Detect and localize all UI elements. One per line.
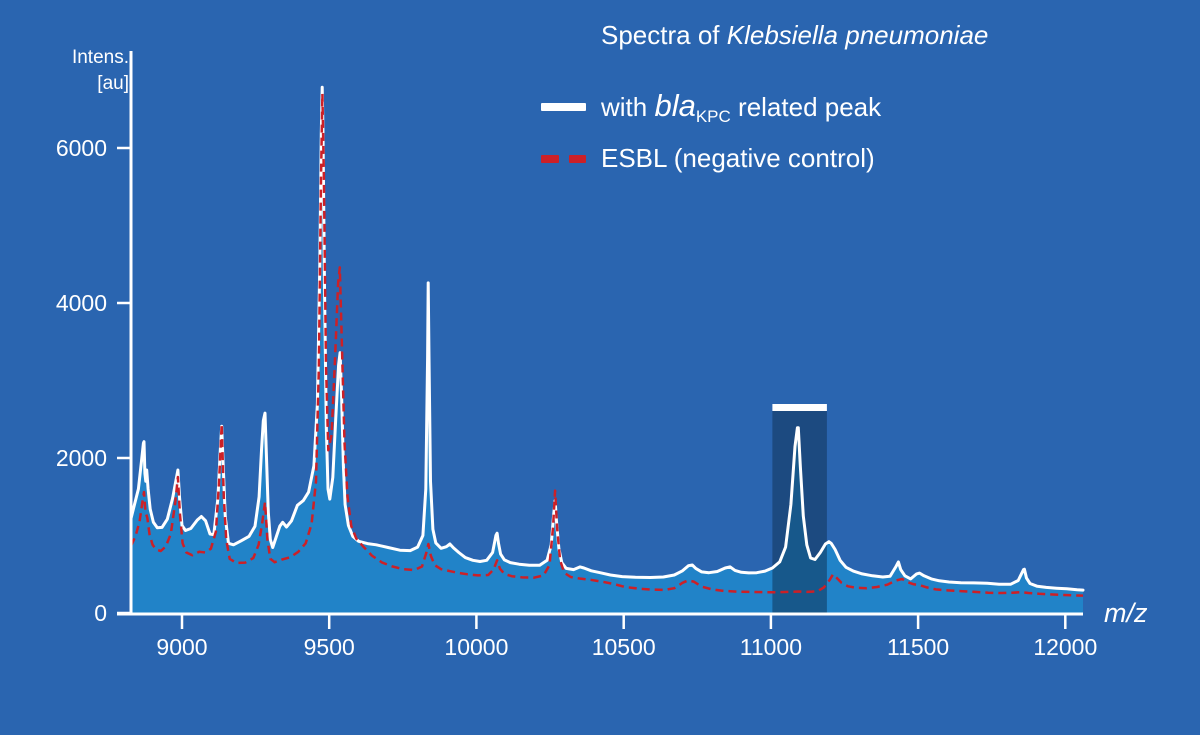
- x-tick-label-9000: 9000: [156, 634, 207, 660]
- legend-label-esbl: ESBL (negative control): [601, 143, 875, 173]
- legend-kpc-pre: with: [600, 92, 654, 122]
- y-tick-label-2000: 2000: [56, 445, 107, 471]
- x-tick-label-9500: 9500: [304, 634, 355, 660]
- x-tick-label-10000: 10000: [444, 634, 508, 660]
- legend-kpc-gene: bla: [654, 88, 695, 123]
- chart-title-prefix: Spectra of: [601, 20, 727, 50]
- legend-swatch-kpc: [541, 103, 586, 111]
- chart-title-species: Klebsiella pneumoniae: [727, 20, 989, 50]
- spectrum-fill-area: [131, 87, 1084, 613]
- legend-kpc-post: related peak: [731, 92, 882, 122]
- legend-label-kpc: with blaKPC related peak: [600, 88, 882, 126]
- y-axis-caption-line1: Intens.: [72, 47, 129, 68]
- y-axis-ticks: 0 2000 4000 6000: [56, 135, 131, 626]
- x-tick-label-11500: 11500: [887, 634, 949, 660]
- x-tick-label-11000: 11000: [740, 634, 802, 660]
- x-tick-label-10500: 10500: [592, 634, 656, 660]
- x-axis-caption: m/z: [1104, 598, 1148, 628]
- chart-title: Spectra of Klebsiella pneumoniae: [601, 20, 988, 50]
- y-tick-label-6000: 6000: [56, 135, 107, 161]
- esbl-series-line: [129, 92, 1084, 597]
- y-axis-caption-line2: [au]: [97, 73, 129, 94]
- x-tick-label-12000: 12000: [1033, 634, 1097, 660]
- legend-swatch-esbl-dash1: [541, 155, 559, 163]
- y-tick-label-4000: 4000: [56, 290, 107, 316]
- legend-kpc-subscript: KPC: [696, 107, 731, 126]
- y-tick-label-0: 0: [94, 600, 107, 626]
- legend: with blaKPC related peak ESBL (negative …: [541, 88, 882, 173]
- x-axis-ticks: 9000 9500 10000 10500 11000 11500 12000: [156, 613, 1097, 660]
- legend-swatch-esbl-dash2: [569, 155, 586, 163]
- highlight-band-top-marker: [772, 404, 827, 411]
